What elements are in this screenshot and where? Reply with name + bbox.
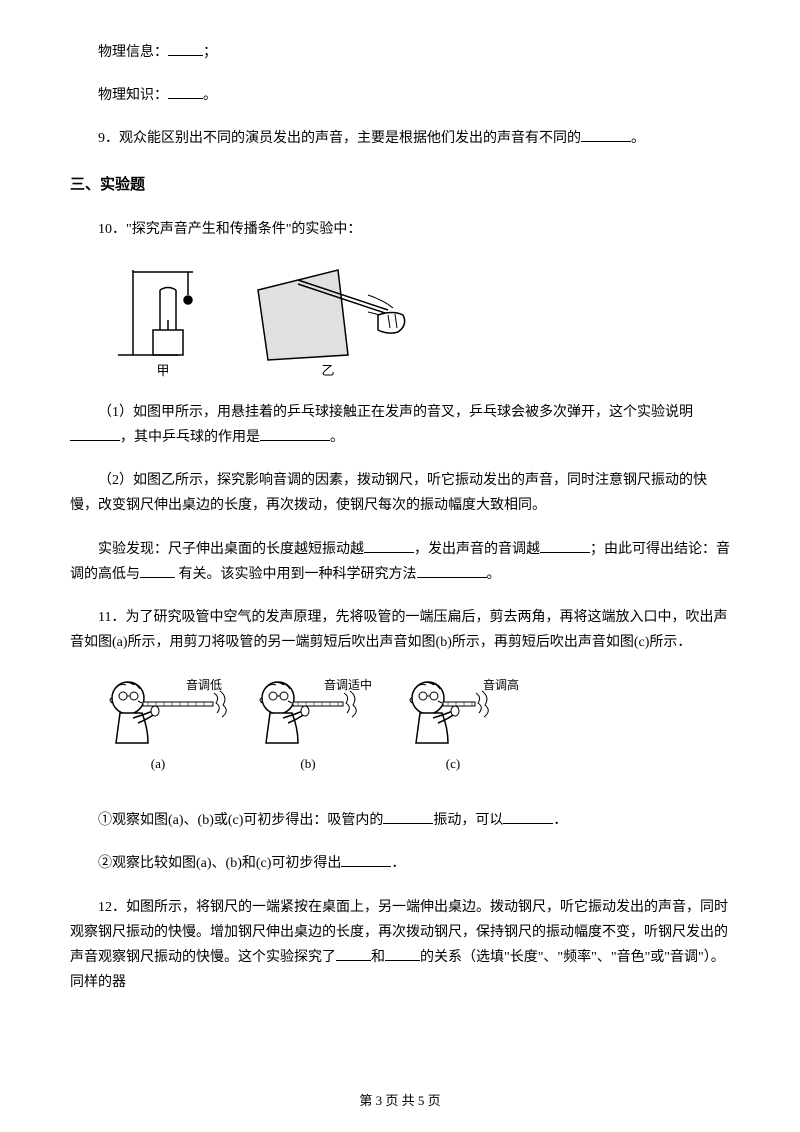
blank	[503, 810, 553, 824]
q10-p3-a: 实验发现：尺子伸出桌面的长度越短振动越	[98, 542, 364, 557]
blank	[540, 539, 590, 553]
fig-label-a: 甲	[156, 363, 169, 378]
svg-text:(b): (b)	[300, 756, 315, 771]
q10-p1-c: 。	[330, 430, 344, 445]
q9-suffix: 。	[631, 131, 645, 146]
q9-text: 9．观众能区别出不同的演员发出的声音，主要是根据他们发出的声音有不同的	[98, 131, 581, 146]
text-suffix: 。	[203, 88, 217, 103]
text-prefix: 物理知识：	[98, 88, 168, 103]
svg-text:(a): (a)	[151, 756, 165, 771]
blank	[336, 947, 371, 961]
q10-p3-d: 有关。该实验中用到一种科学研究方法	[175, 567, 417, 582]
blank	[385, 947, 420, 961]
q11-p1-c: ．	[553, 813, 567, 828]
text-prefix: 物理信息：	[98, 45, 168, 60]
question-10-p2: （2）如图乙所示，探究影响音调的因素，拨动钢尺，听它振动发出的声音，同时注意钢尺…	[70, 468, 730, 518]
q11-p2-a: ②观察比较如图(a)、(b)和(c)可初步得出	[98, 856, 341, 871]
question-10-p3: 实验发现：尺子伸出桌面的长度越短振动越，发出声音的音调越；由此可得出结论：音调的…	[70, 537, 730, 587]
question-10-title: 10．"探究声音产生和传播条件"的实验中：	[70, 217, 730, 242]
q10-p3-e: 。	[487, 567, 501, 582]
q11-p2-b: ．	[391, 856, 405, 871]
fig-label-b: 乙	[321, 363, 334, 378]
q10-diagram: 甲 乙	[98, 260, 418, 380]
q11-p1-a: ①观察如图(a)、(b)或(c)可初步得出：吸管内的	[98, 813, 383, 828]
q10-p1-b: ，其中乒乓球的作用是	[120, 430, 260, 445]
svg-text:音调低: 音调低	[186, 677, 222, 692]
blank	[417, 564, 487, 578]
text-suffix: ；	[203, 45, 217, 60]
page-footer: 第 3 页 共 5 页	[0, 1089, 800, 1112]
question-10-p1: （1）如图甲所示，用悬挂着的乒乓球接触正在发声的音叉，乒乓球会被多次弹开，这个实…	[70, 400, 730, 450]
line-physics-info: 物理信息： ；	[70, 40, 730, 65]
q11-p1-b: 振动，可以	[433, 813, 503, 828]
question-11-p2: ②观察比较如图(a)、(b)和(c)可初步得出 ．	[70, 851, 730, 876]
blank	[70, 427, 120, 441]
svg-text:(c): (c)	[446, 756, 460, 771]
question-9: 9．观众能区别出不同的演员发出的声音，主要是根据他们发出的声音有不同的 。	[70, 126, 730, 151]
q12-b: 和	[371, 950, 385, 965]
question-11: 11．为了研究吸管中空气的发声原理，先将吸管的一端压扁后，剪去两角，再将这端放入…	[70, 605, 730, 655]
blank	[140, 564, 175, 578]
svg-text:音调高: 音调高	[483, 677, 519, 692]
blank	[260, 427, 330, 441]
q10-p3-b: ，发出声音的音调越	[414, 542, 540, 557]
blank	[341, 853, 391, 867]
figure-q10: 甲 乙	[98, 260, 730, 380]
blank	[383, 810, 433, 824]
blank	[168, 85, 203, 99]
q10-p1-a: （1）如图甲所示，用悬挂着的乒乓球接触正在发声的音叉，乒乓球会被多次弹开，这个实…	[98, 405, 693, 420]
q11-diagram: 音调低 (a) 音调适中 (b) 音调高 (c)	[98, 673, 548, 788]
svg-text:音调适中: 音调适中	[324, 677, 372, 692]
blank	[581, 128, 631, 142]
blank	[364, 539, 414, 553]
figure-q11: 音调低 (a) 音调适中 (b) 音调高 (c)	[98, 673, 730, 788]
blank	[168, 42, 203, 56]
line-physics-knowledge: 物理知识： 。	[70, 83, 730, 108]
section-3-title: 三、实验题	[70, 172, 730, 199]
question-11-p1: ①观察如图(a)、(b)或(c)可初步得出：吸管内的 振动，可以 ．	[70, 808, 730, 833]
question-12: 12．如图所示，将钢尺的一端紧按在桌面上，另一端伸出桌边。拨动钢尺，听它振动发出…	[70, 895, 730, 996]
